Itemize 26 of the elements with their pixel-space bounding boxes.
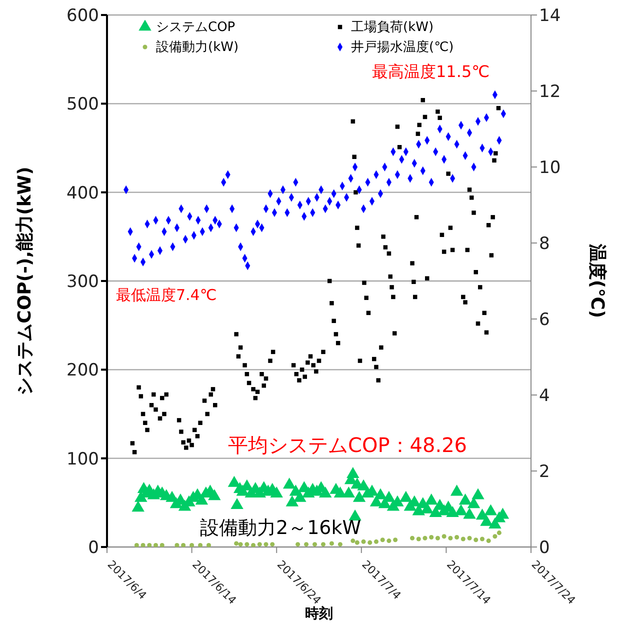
y2-tick-label: 14 xyxy=(539,6,561,26)
y2-tick-label: 6 xyxy=(539,310,550,330)
y-axis-title: システムCOP(-),能力(kW) xyxy=(14,166,36,396)
y-tick-label: 400 xyxy=(66,183,99,204)
y2-tick-label: 4 xyxy=(539,386,550,406)
annotation: 最高温度11.5℃ xyxy=(372,62,490,81)
y-tick-label: 100 xyxy=(66,449,99,470)
y2-tick-label: 8 xyxy=(539,234,550,254)
legend-label: 設備動力(kW) xyxy=(156,39,239,56)
y-tick-label: 300 xyxy=(66,272,99,292)
y-tick-label: 0 xyxy=(88,538,99,558)
y2-tick-label: 12 xyxy=(539,82,561,102)
legend-label: システムCOP xyxy=(156,19,236,36)
annotation: 平均システムCOP：48.26 xyxy=(228,433,468,457)
annotation: 最低温度7.4℃ xyxy=(116,286,217,304)
legend-label: 井戸揚水温度(℃) xyxy=(351,39,454,56)
y2-tick-label: 2 xyxy=(539,462,550,482)
y-tick-label: 500 xyxy=(66,94,99,115)
x-axis-title: 時刻 xyxy=(305,605,333,622)
y-tick-label: 200 xyxy=(66,360,99,381)
legend-label: 工場負荷(kW) xyxy=(351,19,434,36)
y-tick-label: 600 xyxy=(66,6,99,26)
y2-axis-title: 温度(℃) xyxy=(586,242,608,318)
annotation: 設備動力2～16kW xyxy=(200,517,362,539)
y2-tick-label: 10 xyxy=(539,158,561,178)
y2-tick-label: 0 xyxy=(539,538,550,558)
